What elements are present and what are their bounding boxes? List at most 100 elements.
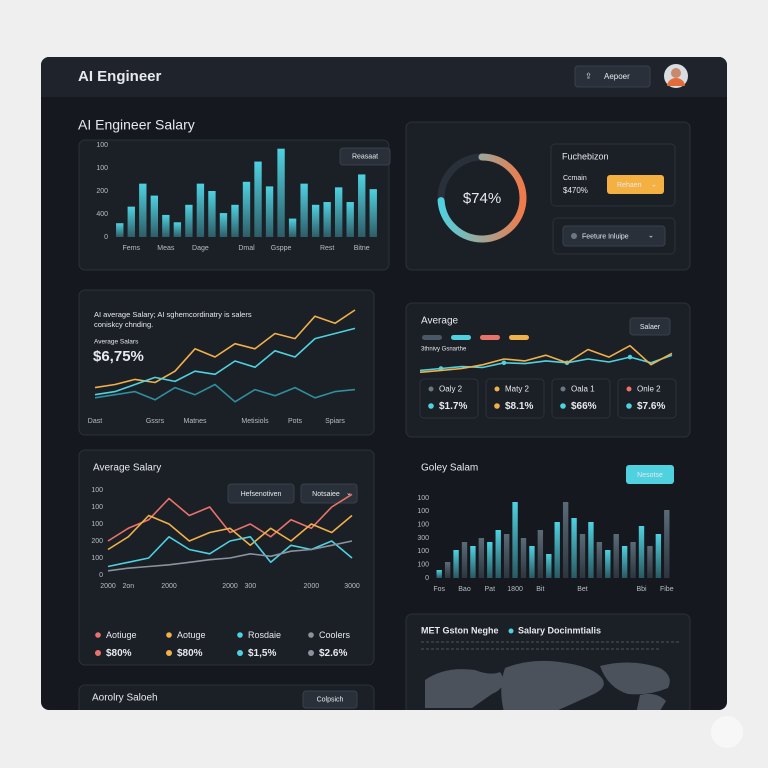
header-bar [41, 57, 727, 97]
bar [139, 183, 147, 237]
stat-box [419, 378, 479, 419]
x-tick-label: Dmal [238, 245, 255, 252]
stat-value: $1.7% [439, 401, 467, 412]
bar [503, 534, 510, 578]
bar [254, 161, 262, 237]
legend-dot [166, 650, 172, 656]
legend-dot [166, 632, 172, 638]
info-button[interactable] [607, 175, 664, 194]
dropdown-caret: ⌄ [651, 181, 657, 188]
bar [655, 534, 662, 578]
bar [288, 218, 297, 237]
series-line [419, 344, 673, 374]
x-tick-label: Fems [123, 245, 141, 252]
series-line [94, 327, 356, 396]
bar [664, 510, 670, 578]
lines-button[interactable] [227, 483, 295, 504]
bar [537, 530, 544, 578]
bar [529, 546, 535, 578]
bar [116, 223, 124, 237]
x-tick-label: 2000 [222, 583, 238, 590]
stat-dot [494, 386, 500, 392]
y-axis-label: 100 [417, 522, 429, 529]
legend-label: Aotuge [177, 630, 206, 640]
legend-swatch [509, 335, 529, 340]
y-axis-label: 300 [417, 535, 429, 542]
legend-swatch [422, 335, 442, 340]
y-axis-label: 0 [425, 575, 429, 582]
bottom-button[interactable] [302, 690, 358, 709]
header-button-label: Aepoer [604, 72, 630, 81]
bar [546, 554, 552, 578]
window-edge [41, 710, 727, 720]
lines-select-label: Notsaiee [312, 491, 340, 498]
bar [487, 542, 493, 578]
y-axis-label: 100 [91, 487, 103, 494]
panel-button[interactable] [339, 147, 391, 166]
bars2-button[interactable] [626, 465, 674, 484]
gauge-label: $74% [463, 190, 501, 207]
gauge-arc [437, 153, 527, 243]
avatar-body [667, 78, 685, 86]
bar [444, 562, 451, 578]
average-button-label: Salaer [640, 324, 661, 331]
x-tick-label: 2000 [304, 583, 320, 590]
x-tick-label: Bbi [636, 586, 647, 593]
x-tick-label: 2000 [161, 583, 177, 590]
bar [162, 214, 170, 237]
x-tick-label: Rest [320, 245, 334, 252]
legend-dot [95, 632, 101, 638]
x-tick-label: Meas [157, 245, 175, 252]
average-button[interactable] [629, 317, 671, 336]
y-axis-label: 400 [96, 211, 108, 218]
bar [436, 570, 442, 578]
bar [579, 534, 586, 578]
dropdown-caret: ⌄ [648, 232, 654, 239]
stat-dot [560, 386, 566, 392]
y-axis-label: 100 [417, 562, 429, 569]
header-button-icon: ⇪ [585, 72, 592, 81]
legend-dot [308, 650, 314, 656]
floating-button[interactable] [711, 716, 743, 748]
y-axis-label: 200 [96, 188, 108, 195]
x-tick-label: Fos [433, 586, 445, 593]
bar [323, 202, 331, 237]
bar [605, 550, 611, 578]
stat-dot [626, 386, 632, 392]
bar [512, 502, 518, 578]
x-tick-label: Spiars [325, 418, 345, 425]
bar [334, 187, 343, 237]
y-axis-label: 0 [104, 234, 108, 241]
x-tick-label: Fibe [660, 586, 674, 593]
series-line [107, 514, 353, 551]
y-axis-label: 100 [417, 508, 429, 515]
header-button[interactable] [574, 65, 651, 88]
lines-title: Average Salary [93, 463, 161, 474]
series-dot [627, 354, 633, 360]
legend-value: $80% [106, 648, 132, 659]
legend-label: Rosdaie [248, 630, 281, 640]
legend-dot [95, 650, 101, 656]
y-axis-label: 100 [96, 142, 108, 149]
bar [647, 546, 653, 578]
stat-dot [560, 403, 566, 409]
bar [461, 542, 468, 578]
legend-swatch [451, 335, 471, 340]
stat-value: $7.6% [637, 401, 665, 412]
stat-dot [494, 403, 500, 409]
info-caption: Ccmain [563, 175, 587, 182]
select[interactable] [562, 225, 666, 247]
bar [196, 183, 205, 237]
bar [495, 530, 501, 578]
x-tick-label: Bitne [354, 245, 370, 252]
series-line [107, 540, 353, 572]
series-line [94, 309, 356, 389]
stat-box [551, 378, 611, 419]
bar [588, 522, 594, 578]
text-placeholder [421, 641, 680, 650]
stat-value: $66% [571, 401, 597, 412]
x-tick-label: Pat [485, 586, 496, 593]
lines-select[interactable] [300, 483, 358, 504]
map-title: MET Gston Neghe [421, 625, 499, 635]
stat-value: $8.1% [505, 401, 533, 412]
